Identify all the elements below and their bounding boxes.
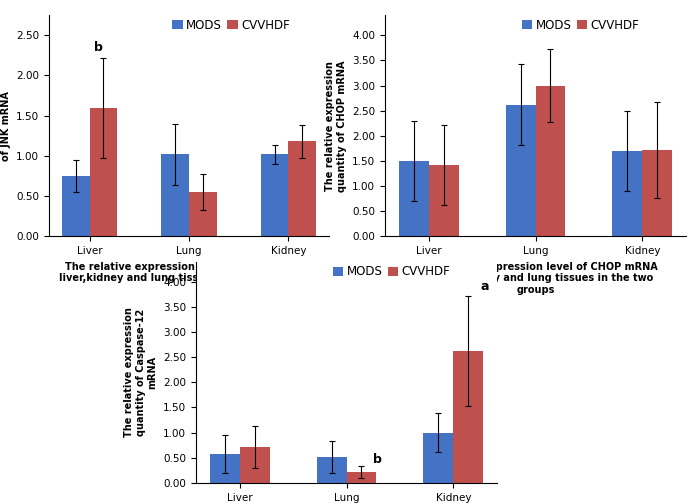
X-axis label: The relative expression level of JNK mRNA of
liver,kidney and lung tissues in th: The relative expression level of JNK mRN… [60, 262, 318, 283]
Bar [260, 154, 288, 236]
Bar [612, 151, 643, 236]
Bar [316, 457, 346, 483]
Bar [62, 176, 90, 236]
Bar [399, 161, 428, 236]
Bar [505, 105, 536, 236]
Bar [288, 141, 316, 236]
Text: b: b [373, 453, 382, 466]
Legend: MODS, CVVHDF: MODS, CVVHDF [170, 17, 292, 34]
Y-axis label: The relative expression
quantity of CHOP mRNA: The relative expression quantity of CHOP… [325, 60, 346, 192]
Bar [643, 150, 672, 236]
Bar [239, 447, 270, 483]
Y-axis label: The relative expression quantity
of JNK mRNA: The relative expression quantity of JNK … [0, 36, 10, 216]
Bar [90, 108, 118, 236]
Bar [210, 454, 239, 483]
Legend: MODS, CVVHDF: MODS, CVVHDF [519, 17, 642, 34]
Bar [454, 351, 483, 483]
Bar [161, 154, 189, 236]
Bar [536, 86, 566, 236]
Bar [424, 433, 454, 483]
Bar [428, 165, 458, 236]
Legend: MODS, CVVHDF: MODS, CVVHDF [330, 263, 453, 281]
Bar [346, 472, 377, 483]
Text: a: a [480, 280, 489, 293]
Text: b: b [94, 41, 103, 54]
Bar [189, 192, 217, 236]
X-axis label: The relative expression level of CHOP mRNA
 of liver,kidney and lung tissues in : The relative expression level of CHOP mR… [413, 262, 658, 295]
Y-axis label: The relative expression
quantity of Caspase-12
mRNA: The relative expression quantity of Casp… [125, 307, 158, 437]
